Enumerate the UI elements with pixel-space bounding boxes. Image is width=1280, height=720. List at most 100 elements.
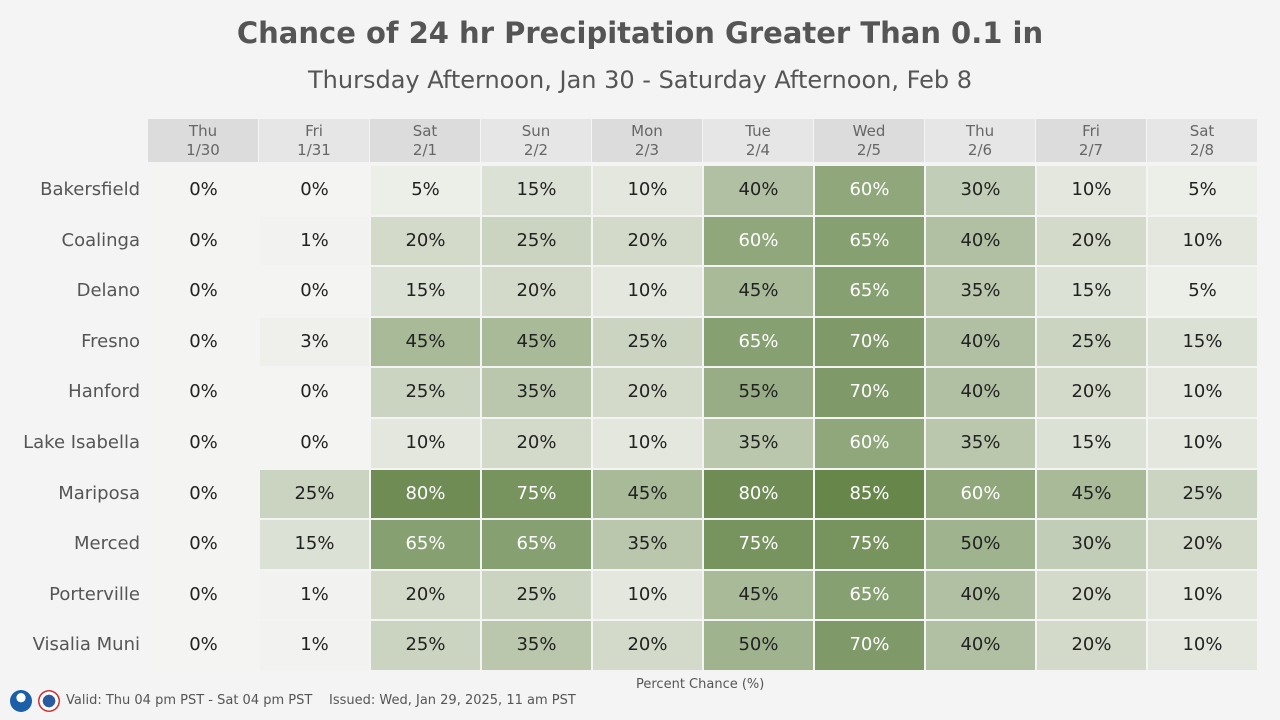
header-day: Sat [1189,122,1215,140]
header-date: 2/6 [967,141,993,159]
row-label: Visalia Muni [32,634,140,656]
heatmap-cell: 10% [1147,418,1258,469]
row-label: Hanford [68,381,140,403]
heatmap-cell: 20% [592,215,703,267]
heatmap-cell: 10% [1147,620,1258,671]
heatmap-cell: 60% [703,215,814,267]
column-header: Mon 2/3 [592,119,702,162]
header-day: Mon [631,122,663,140]
heatmap-cell: 60% [814,418,925,469]
column-header: Sat 2/8 [1147,119,1257,162]
heatmap-cell: 30% [1036,519,1147,570]
column-header: Wed 2/5 [814,119,924,162]
row-label: Coalinga [61,229,140,251]
heatmap-cell: 75% [814,519,925,570]
row-label: Merced [73,533,140,555]
chart-subtitle: Thursday Afternoon, Jan 30 - Saturday Af… [308,66,972,94]
header-day: Fri [305,122,323,140]
heatmap-cell: 15% [1036,418,1147,469]
heatmap-cell: 50% [703,620,814,671]
heatmap-cell: 0% [259,165,370,216]
row-label: Mariposa [58,482,140,504]
heatmap-cell: 40% [925,620,1036,671]
column-header: Fri 1/31 [259,119,369,162]
heatmap-cell: 85% [814,468,925,520]
header-date: 2/7 [1078,141,1104,159]
heatmap-cell: 35% [925,266,1036,317]
heatmap-cell: 65% [814,266,925,317]
heatmap-cell: 35% [592,519,703,570]
heatmap-cell: 0% [148,468,259,520]
legend-label: Percent Chance (%) [636,677,765,692]
heatmap-cell: 0% [259,418,370,469]
heatmap-cell: 10% [1147,215,1258,267]
heatmap-cell: 50% [925,519,1036,570]
heatmap-cell: 80% [703,468,814,520]
heatmap-cell: 0% [148,620,259,671]
row-label: Porterville [49,583,140,605]
heatmap-cell: 25% [1036,316,1147,368]
heatmap-cell: 40% [925,316,1036,368]
heatmap-cell: 45% [592,468,703,520]
heatmap-cell: 40% [925,367,1036,418]
heatmap-cell: 35% [703,418,814,469]
header-date: 2/2 [523,141,549,159]
column-header: Thu 1/30 [148,119,258,162]
heatmap-cell: 30% [925,165,1036,216]
heatmap-cell: 75% [703,519,814,570]
heatmap-cell: 25% [592,316,703,368]
heatmap-cell: 65% [481,519,592,570]
heatmap-cell: 45% [370,316,481,368]
heatmap-cell: 0% [148,165,259,216]
heatmap-cell: 70% [814,620,925,671]
header-day: Tue [745,122,771,140]
heatmap-cell: 20% [592,620,703,671]
header-date: 2/5 [856,141,882,159]
heatmap-cell: 10% [592,165,703,216]
heatmap-cell: 15% [481,165,592,216]
header-date: 2/8 [1189,141,1215,159]
heatmap-cell: 80% [370,468,481,520]
column-header: Fri 2/7 [1036,119,1146,162]
header-date: 2/1 [412,141,438,159]
heatmap-cell: 0% [148,215,259,267]
heatmap-cell: 35% [925,418,1036,469]
header-day: Sun [521,122,551,140]
header-date: 2/3 [634,141,660,159]
heatmap-cell: 65% [370,519,481,570]
heatmap-cell: 5% [1147,266,1258,317]
heatmap-cell: 10% [1147,367,1258,418]
heatmap-cell: 20% [481,266,592,317]
column-header: Sat 2/1 [370,119,480,162]
header-date: 1/31 [297,141,331,159]
noaa-logo [10,690,32,712]
heatmap-cell: 10% [1036,165,1147,216]
heatmap-cell: 70% [814,316,925,368]
heatmap-cell: 0% [259,367,370,418]
heatmap-cell: 15% [259,519,370,570]
chart-title: Chance of 24 hr Precipitation Greater Th… [236,16,1044,50]
heatmap-cell: 5% [1147,165,1258,216]
heatmap-cell: 65% [703,316,814,368]
heatmap-cell: 0% [148,316,259,368]
row-label: Bakersfield [40,179,140,200]
heatmap-cell: 25% [370,620,481,671]
heatmap-cell: 15% [1036,266,1147,317]
heatmap-cell: 20% [370,215,481,267]
heatmap-cell: 20% [1147,519,1258,570]
heatmap-cell: 75% [481,468,592,520]
heatmap-cell: 0% [259,266,370,317]
heatmap-cell: 25% [1147,468,1258,520]
nws-logo [38,690,60,712]
heatmap-cell: 10% [1147,569,1258,621]
heatmap-cell: 45% [703,569,814,621]
heatmap-cell: 20% [1036,367,1147,418]
heatmap-cell: 40% [925,569,1036,621]
heatmap-cell: 70% [814,367,925,418]
heatmap-cell: 45% [481,316,592,368]
heatmap-cell: 10% [592,418,703,469]
heatmap-cell: 0% [148,266,259,317]
heatmap-cell: 0% [148,418,259,469]
heatmap-cell: 65% [814,569,925,621]
row-label: Delano [76,280,140,302]
